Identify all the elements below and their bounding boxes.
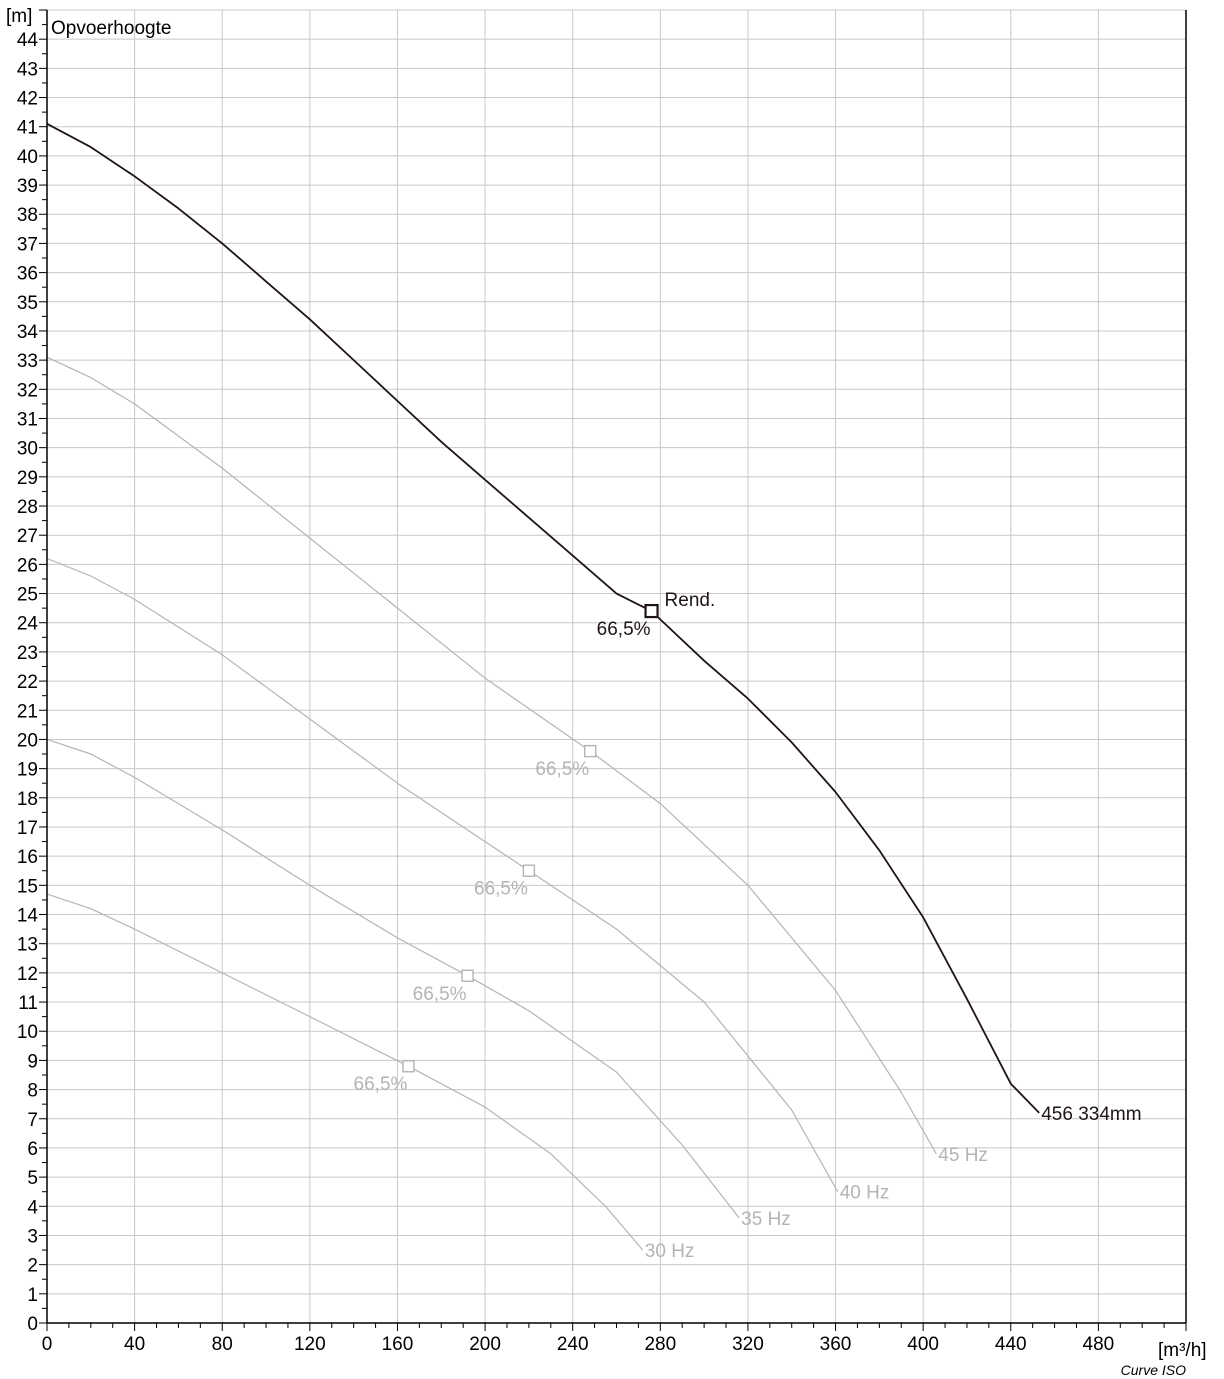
x-tick-label: 440 — [995, 1334, 1027, 1355]
y-tick-label: 37 — [17, 234, 38, 255]
y-tick-label: 1 — [27, 1285, 38, 1306]
x-tick-label: 80 — [212, 1334, 233, 1355]
x-tick-label: 360 — [820, 1334, 852, 1355]
y-tick-label: 24 — [17, 614, 39, 635]
y-tick-label: 30 — [17, 439, 38, 460]
y-tick-label: 12 — [17, 964, 38, 985]
x-tick-label: 320 — [732, 1334, 764, 1355]
efficiency-label: 66,5% — [474, 879, 528, 900]
labels: 0 40 80 120 160 200 240 280 320 360 400 440 48001234… — [17, 30, 1142, 1355]
y-tick-label: 36 — [17, 264, 38, 285]
x-tick-label: 480 — [1083, 1334, 1115, 1355]
curve-line — [46, 738, 740, 1219]
y-tick-label: 5 — [27, 1168, 38, 1189]
y-tick-label: 18 — [17, 789, 38, 810]
x-axis-label: [m³/h] — [1158, 1340, 1207, 1361]
y-tick-label: 17 — [17, 818, 38, 839]
efficiency-marker — [584, 744, 597, 758]
y-tick-label: 44 — [17, 30, 39, 51]
x-tick-label: 240 — [557, 1334, 589, 1355]
x-tick-label: 120 — [294, 1334, 326, 1355]
y-tick-label: 21 — [17, 701, 38, 722]
y-tick-label: 27 — [17, 526, 38, 547]
y-tick-label: 13 — [17, 935, 38, 956]
y-tick-label: 23 — [17, 643, 38, 664]
curve-line — [46, 893, 644, 1251]
series-name-label: 456 334mm — [1041, 1104, 1141, 1125]
y-tick-label: 39 — [17, 176, 38, 197]
efficiency-label: 66,5% — [354, 1074, 408, 1095]
efficiency-label: 66,5% — [535, 759, 589, 780]
y-tick-label: 6 — [27, 1139, 38, 1160]
curve-line — [46, 557, 839, 1192]
y-tick-label: 8 — [27, 1081, 38, 1102]
y-tick-label: 40 — [17, 147, 38, 168]
x-tick-label: 40 — [124, 1334, 145, 1355]
y-tick-label: 19 — [17, 760, 38, 781]
y-tick-label: 41 — [17, 118, 38, 139]
y-tick-label: 34 — [17, 322, 39, 343]
x-tick-label: 280 — [644, 1334, 676, 1355]
axes — [39, 9, 1187, 1331]
efficiency-marker — [522, 864, 536, 877]
y-tick-label: 3 — [27, 1226, 38, 1247]
y-tick-label: 42 — [17, 89, 38, 110]
y-tick-label: 20 — [17, 730, 38, 751]
y-tick-label: 33 — [17, 351, 38, 372]
y-axis-label: [m] — [6, 6, 32, 27]
y-tick-label: 26 — [17, 555, 38, 576]
y-tick-label: 22 — [17, 672, 38, 693]
series-name-label: 35 Hz — [741, 1209, 791, 1230]
efficiency-label: 66,5% — [597, 619, 651, 640]
y-tick-label: 7 — [27, 1110, 38, 1131]
y-tick-label: 15 — [17, 876, 38, 897]
y-tick-label: 25 — [17, 585, 38, 606]
y-tick-label: 38 — [17, 205, 38, 226]
y-tick-label: 35 — [17, 293, 38, 314]
y-tick-label: 10 — [17, 1022, 38, 1043]
y-tick-label: 0 — [27, 1314, 38, 1335]
grid-lines — [46, 9, 1187, 1324]
series-group — [46, 123, 1040, 1251]
series-name-label: 30 Hz — [645, 1241, 695, 1262]
y-tick-label: 14 — [17, 906, 39, 927]
y-tick-label: 29 — [17, 468, 38, 489]
efficiency-marker — [461, 969, 474, 982]
y-tick-label: 11 — [18, 993, 38, 1014]
y-tick-label: 31 — [17, 409, 38, 430]
curve-line — [46, 356, 937, 1155]
y-tick-label: 28 — [17, 497, 38, 518]
efficiency-label: 66,5% — [413, 984, 467, 1005]
x-tick-label: 0 — [42, 1334, 53, 1355]
curve-standard-note: Curve ISO — [1121, 1362, 1186, 1378]
efficiency-title-label: Rend. — [665, 590, 716, 611]
efficiency-marker — [402, 1060, 415, 1073]
series-name-label: 45 Hz — [938, 1145, 988, 1166]
y-tick-label: 32 — [17, 380, 38, 401]
y-tick-label: 2 — [27, 1256, 38, 1277]
y-tick-label: 43 — [17, 59, 38, 80]
x-tick-label: 400 — [907, 1334, 939, 1355]
y-tick-label: 4 — [27, 1197, 38, 1218]
y-tick-label: 9 — [27, 1051, 38, 1072]
x-tick-label: 160 — [382, 1334, 414, 1355]
x-tick-label: 200 — [469, 1334, 501, 1355]
y-tick-label: 16 — [17, 847, 38, 868]
chart-title: Opvoerhoogte — [51, 18, 171, 39]
series-name-label: 40 Hz — [840, 1183, 890, 1204]
efficiency-marker — [644, 603, 659, 619]
curve-line — [46, 123, 1040, 1114]
